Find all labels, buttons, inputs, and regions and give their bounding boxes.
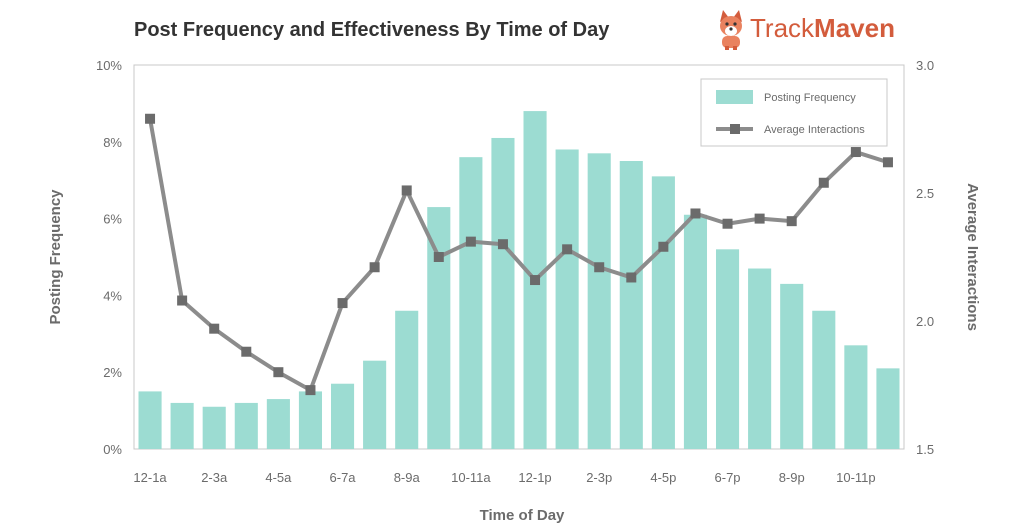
- point-9-10a: [433, 252, 444, 262]
- point-8-9p: [786, 216, 797, 227]
- x-tick-label: 4-5p: [650, 470, 676, 485]
- bar-11p-12a: [876, 368, 900, 449]
- x-tick-label: 10-11p: [836, 470, 876, 485]
- bar-5-6p: [683, 214, 708, 449]
- bar-3-4p: [619, 161, 643, 449]
- bar-6-7p: [715, 249, 740, 449]
- y-tick-left-label: 10%: [96, 58, 122, 73]
- y-tick-right-label: 1.5: [916, 442, 934, 457]
- bar-3-4a: [234, 402, 258, 449]
- y-tick-left-label: 0%: [103, 442, 122, 457]
- bar-5-6a: [298, 391, 323, 449]
- x-tick-label: 8-9a: [394, 470, 421, 485]
- point-5-6p: [690, 208, 701, 219]
- bar-4-5a: [266, 399, 290, 449]
- point-1-2a: [177, 295, 188, 306]
- bar-8-9a: [395, 310, 419, 449]
- bar-1-2a: [170, 402, 194, 449]
- brand-name-light: Track: [750, 13, 815, 43]
- y-tick-left-label: 8%: [103, 135, 122, 150]
- x-tick-label: 2-3p: [586, 470, 612, 485]
- point-6-7p: [722, 218, 733, 229]
- point-10-11a: [465, 236, 476, 247]
- point-11p-12a: [882, 157, 893, 168]
- x-axis-ticks: 12-1a 2-3a 4-5a 6-7a 8-9a 10-11a 12-1p 2-3p 4-5p…: [133, 470, 875, 485]
- point-3-4p: [626, 272, 637, 283]
- x-tick-label: 2-3a: [201, 470, 228, 485]
- brand-name-bold: Maven: [814, 13, 895, 43]
- corgi-dog-icon: [720, 10, 742, 50]
- bar-8-9p: [780, 283, 804, 449]
- brand-logo: TrackMaven: [720, 10, 895, 50]
- y-tick-left-label: 4%: [103, 288, 122, 303]
- x-tick-label: 6-7a: [330, 470, 357, 485]
- point-1-2p: [562, 244, 573, 255]
- point-12-1p: [530, 275, 541, 286]
- bar-9-10p: [812, 310, 836, 449]
- bar-4-5p: [651, 176, 675, 450]
- y-axis-left-label: Posting Frequency: [47, 189, 64, 325]
- line-series: [145, 113, 893, 396]
- x-tick-label: 12-1p: [518, 470, 551, 485]
- x-tick-label: 6-7p: [715, 470, 741, 485]
- bar-2-3a: [202, 406, 226, 449]
- point-4-5p: [658, 241, 669, 252]
- y-tick-left-label: 2%: [103, 365, 122, 380]
- point-2-3a: [209, 323, 220, 334]
- y-axis-left-ticks: 0% 2% 4% 6% 8% 10%: [96, 58, 122, 457]
- bar-series: [138, 111, 900, 450]
- y-tick-right-label: 3.0: [916, 58, 934, 73]
- y-tick-right-label: 2.0: [916, 314, 934, 329]
- svg-text:TrackMaven: TrackMaven: [750, 13, 895, 43]
- point-6-7a: [337, 298, 348, 309]
- chart-title: Post Frequency and Effectiveness By Time…: [134, 19, 610, 41]
- legend-swatch-frequency: [716, 90, 753, 104]
- bar-7-8a: [363, 360, 387, 449]
- bar-9-10a: [427, 207, 451, 449]
- bar-7-8p: [748, 268, 772, 449]
- point-7-8a: [369, 262, 380, 273]
- bar-10-11p: [844, 345, 868, 449]
- point-7-8p: [754, 213, 765, 224]
- bar-11a-12p: [491, 137, 515, 449]
- y-axis-right-ticks: 1.5 2.0 2.5 3.0: [916, 58, 934, 457]
- y-tick-right-label: 2.5: [916, 186, 934, 201]
- bar-1-2p: [555, 149, 579, 450]
- y-axis-right-label: Average Interactions: [964, 183, 981, 331]
- point-10-11p: [850, 147, 861, 158]
- point-11a-12p: [497, 239, 508, 250]
- y-tick-left-label: 6%: [103, 212, 122, 227]
- point-2-3p: [594, 262, 605, 273]
- point-12-1a: [145, 113, 156, 124]
- point-9-10p: [818, 177, 829, 188]
- legend-label-interactions: Average Interactions: [764, 124, 865, 136]
- legend-label-frequency: Posting Frequency: [764, 92, 856, 104]
- x-tick-label: 8-9p: [779, 470, 805, 485]
- x-tick-label: 12-1a: [133, 470, 167, 485]
- point-4-5a: [273, 367, 284, 378]
- legend-swatch-marker: [730, 124, 740, 134]
- point-8-9a: [401, 185, 412, 196]
- plot-frame: [133, 64, 905, 450]
- x-tick-label: 10-11a: [451, 470, 491, 485]
- bar-2-3p: [587, 153, 611, 449]
- x-tick-label: 4-5a: [265, 470, 292, 485]
- point-5-6a: [305, 385, 316, 396]
- bar-6-7a: [330, 383, 355, 449]
- bar-10-11a: [459, 157, 483, 449]
- x-axis-label: Time of Day: [480, 507, 565, 524]
- legend: Posting Frequency Average Interactions: [700, 78, 888, 147]
- point-3-4a: [241, 346, 252, 357]
- bar-12-1a: [138, 391, 162, 449]
- interactions-line: [148, 118, 889, 393]
